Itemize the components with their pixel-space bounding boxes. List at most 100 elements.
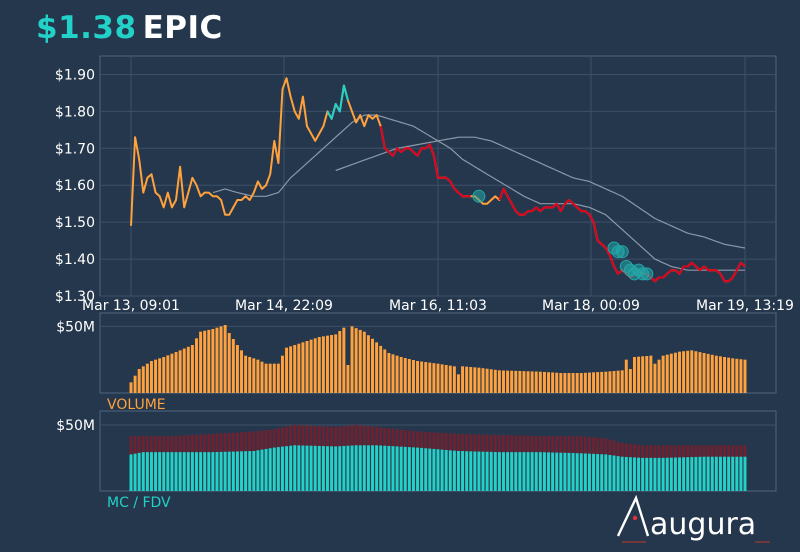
mc-bar: [571, 453, 575, 491]
mc-bar: [276, 447, 280, 491]
volume-bar: [334, 334, 338, 393]
mc-bar: [358, 445, 362, 491]
mc-bar: [743, 456, 747, 491]
x-tick-label: Mar 14, 22:09: [235, 298, 333, 314]
mc-bar: [698, 456, 702, 491]
volume-bar: [555, 372, 559, 393]
mc-bar: [162, 452, 166, 491]
mc-bar: [436, 449, 440, 491]
mc-bar: [469, 451, 473, 491]
volume-bar: [673, 352, 677, 393]
volume-bar: [686, 350, 690, 393]
mc-bar: [530, 452, 534, 491]
mc-bar: [461, 451, 465, 491]
volume-bar: [633, 357, 636, 393]
volume-bar: [227, 333, 231, 393]
mc-bar: [620, 456, 624, 491]
mc-bar: [653, 457, 657, 491]
volume-bar: [731, 358, 735, 393]
price-tick-label: $1.40: [55, 252, 95, 268]
volume-bar: [596, 372, 600, 393]
mc-bar: [637, 457, 641, 491]
mc-bar: [178, 452, 182, 491]
volume-bar: [366, 335, 370, 393]
price-line-drop: [379, 126, 471, 198]
volume-bar: [424, 362, 428, 393]
mc-bar: [305, 445, 309, 491]
mc-bar: [375, 445, 379, 491]
volume-bar: [653, 363, 657, 393]
volume-bar: [326, 335, 329, 393]
volume-bar: [551, 372, 555, 393]
x-tick-label: Mar 16, 11:03: [389, 298, 487, 314]
volume-bar: [665, 354, 669, 393]
volume-bar: [330, 335, 334, 393]
volume-bar: [678, 351, 681, 393]
volume-bar: [604, 371, 608, 393]
volume-bar: [195, 338, 198, 393]
volume-bar: [244, 355, 248, 393]
mc-bar: [424, 448, 428, 491]
volume-bar: [690, 350, 694, 393]
price-tick-label: $1.50: [55, 215, 95, 231]
mc-bar: [485, 451, 489, 491]
mc-bar: [244, 451, 248, 491]
volume-bar: [510, 370, 514, 393]
volume-bar: [694, 351, 698, 393]
volume-bar: [342, 327, 346, 393]
volume-bar: [411, 360, 415, 393]
mc-bar: [182, 452, 186, 491]
volume-bar: [395, 355, 399, 393]
mc-bar: [473, 451, 477, 491]
mc-bar: [395, 446, 399, 491]
mc-bar: [227, 451, 231, 491]
volume-bar: [432, 363, 436, 393]
mc-bar: [477, 451, 481, 491]
mc-bar: [727, 456, 731, 491]
volume-bar: [407, 359, 411, 393]
mc-bar: [489, 451, 493, 491]
mc-bar: [555, 452, 559, 491]
mc-bar: [330, 446, 334, 491]
mc-bar: [731, 456, 735, 491]
augura-logo: augura: [616, 494, 770, 543]
volume-bar: [248, 357, 252, 393]
mc-bar: [149, 452, 153, 491]
x-tick-label: Mar 19, 13:19: [696, 298, 794, 314]
mc-bar: [362, 445, 366, 491]
mc-bar: [567, 452, 571, 491]
mc-bar: [272, 447, 276, 491]
mc-bar: [600, 454, 604, 491]
volume-bar: [215, 327, 219, 393]
volume-bar: [223, 325, 227, 393]
volume-bar: [154, 359, 158, 393]
volume-bar: [199, 331, 203, 393]
mc-bar: [137, 452, 141, 491]
volume-bar: [268, 363, 272, 393]
mc-bar: [129, 454, 133, 491]
volume-bar: [321, 336, 325, 393]
volume-bar: [297, 343, 301, 393]
volume-bar: [542, 371, 546, 393]
mc-bar: [383, 445, 387, 491]
volume-bar: [219, 326, 223, 393]
mc-bar: [665, 457, 669, 491]
mc-bar: [542, 452, 546, 491]
volume-bar: [137, 369, 141, 393]
mc-panel-title: MC / FDV: [107, 495, 171, 511]
mc-bar: [714, 456, 718, 491]
mc-bar: [158, 452, 162, 491]
mc-bar: [682, 457, 686, 491]
volume-bar: [203, 330, 207, 393]
mc-bar: [559, 452, 563, 491]
mc-bar: [403, 446, 407, 491]
volume-bar: [293, 345, 297, 393]
mc-bar: [420, 447, 424, 491]
mc-bar: [440, 449, 444, 491]
mc-bar: [612, 455, 616, 491]
mc-bar: [583, 453, 587, 491]
volume-bar: [416, 361, 420, 393]
volume-bar: [354, 328, 358, 393]
volume-bar: [559, 373, 563, 393]
volume-bar: [702, 353, 706, 393]
